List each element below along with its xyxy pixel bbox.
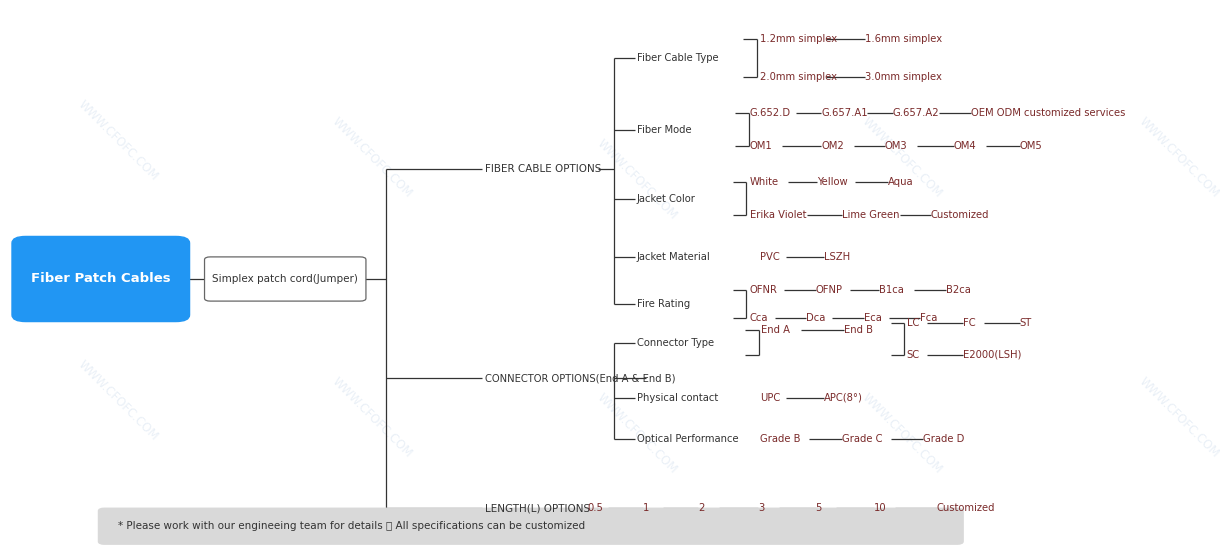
Text: WWW.CFOFC.COM: WWW.CFOFC.COM [1136,115,1220,200]
Text: Grade B: Grade B [760,434,800,444]
Text: OM2: OM2 [821,141,844,151]
Text: Eca: Eca [864,312,882,323]
Text: 2: 2 [698,503,704,513]
Text: APC(8°): APC(8°) [824,393,863,403]
FancyBboxPatch shape [205,257,366,301]
Text: 3.0mm simplex: 3.0mm simplex [865,73,942,83]
Text: 1.2mm simplex: 1.2mm simplex [760,33,837,44]
Text: Physical contact: Physical contact [637,393,719,403]
Text: End A: End A [761,325,791,335]
Text: G.652.D: G.652.D [750,108,791,118]
Text: Jacket Material: Jacket Material [637,252,710,262]
Text: WWW.CFOFC.COM: WWW.CFOFC.COM [594,391,680,477]
Text: G.657.A2: G.657.A2 [893,108,939,118]
Text: FC: FC [963,318,976,328]
Text: Optical Performance: Optical Performance [637,434,738,444]
Text: FIBER CABLE OPTIONS: FIBER CABLE OPTIONS [484,163,601,174]
Text: * Please work with our engineeing team for details ， All specifications can be c: * Please work with our engineeing team f… [118,521,586,531]
Text: LSZH: LSZH [824,252,850,262]
Text: Grade D: Grade D [922,434,964,444]
Text: White: White [750,177,780,187]
Text: LENGTH(L) OPTIONS: LENGTH(L) OPTIONS [484,503,589,513]
Text: Cca: Cca [750,312,769,323]
Text: OM5: OM5 [1020,141,1042,151]
Text: 10: 10 [875,503,887,513]
Text: 0.5: 0.5 [587,503,603,513]
Text: 3: 3 [758,503,764,513]
Text: WWW.CFOFC.COM: WWW.CFOFC.COM [859,115,944,200]
Text: WWW.CFOFC.COM: WWW.CFOFC.COM [76,98,161,184]
Text: Fiber Mode: Fiber Mode [637,125,692,135]
Text: Customized: Customized [937,503,996,513]
Text: UPC: UPC [760,393,781,403]
Text: WWW.CFOFC.COM: WWW.CFOFC.COM [594,137,680,222]
Text: WWW.CFOFC.COM: WWW.CFOFC.COM [1136,374,1220,460]
Text: Simplex patch cord(Jumper): Simplex patch cord(Jumper) [212,274,359,284]
Text: B2ca: B2ca [946,285,971,295]
Text: G.657.A1: G.657.A1 [821,108,867,118]
Text: Grade C: Grade C [842,434,882,444]
Text: WWW.CFOFC.COM: WWW.CFOFC.COM [859,391,944,477]
Text: Fire Rating: Fire Rating [637,299,691,309]
Text: End B: End B [844,325,874,335]
Text: Connector Type: Connector Type [637,338,714,348]
Text: OFNR: OFNR [750,285,777,295]
Text: PVC: PVC [760,252,780,262]
Text: WWW.CFOFC.COM: WWW.CFOFC.COM [329,115,415,200]
Text: SC: SC [906,350,920,360]
Text: B1ca: B1ca [878,285,904,295]
Text: 1: 1 [643,503,649,513]
Text: Lime Green: Lime Green [842,210,899,220]
Text: CONNECTOR OPTIONS(End A & End B): CONNECTOR OPTIONS(End A & End B) [484,373,675,383]
FancyBboxPatch shape [12,237,189,321]
Text: Dca: Dca [806,312,826,323]
Text: OM1: OM1 [750,141,772,151]
Text: 5: 5 [815,503,822,513]
Text: Fiber Patch Cables: Fiber Patch Cables [30,272,171,286]
Text: Fca: Fca [920,312,938,323]
Text: OFNP: OFNP [815,285,843,295]
Text: 1.6mm simplex: 1.6mm simplex [865,33,942,44]
Text: OM4: OM4 [954,141,976,151]
Text: OEM ODM customized services: OEM ODM customized services [971,108,1126,118]
Text: WWW.CFOFC.COM: WWW.CFOFC.COM [329,374,415,460]
Text: Yellow: Yellow [816,177,848,187]
Text: Erika Violet: Erika Violet [750,210,806,220]
Text: Customized: Customized [931,210,989,220]
Text: Aqua: Aqua [888,177,914,187]
Text: Fiber Cable Type: Fiber Cable Type [637,53,719,63]
Text: ST: ST [1020,318,1032,328]
Text: LC: LC [906,318,919,328]
FancyBboxPatch shape [99,508,963,544]
Text: E2000(LSH): E2000(LSH) [963,350,1021,360]
Text: Jacket Color: Jacket Color [637,194,695,204]
Text: 2.0mm simplex: 2.0mm simplex [760,73,837,83]
Text: OM3: OM3 [884,141,908,151]
Text: WWW.CFOFC.COM: WWW.CFOFC.COM [76,358,161,443]
